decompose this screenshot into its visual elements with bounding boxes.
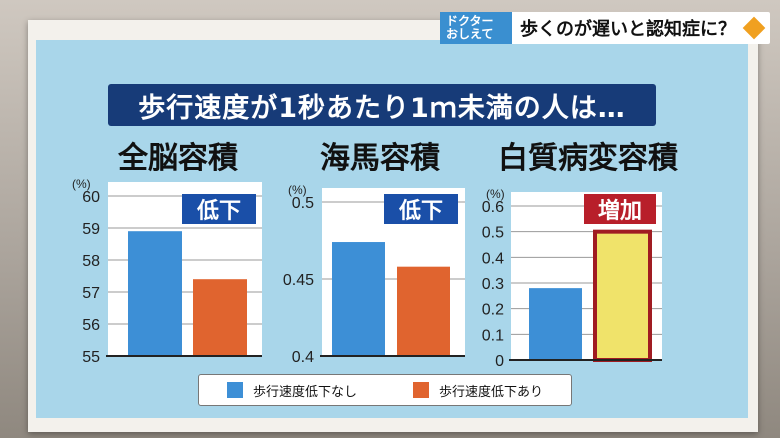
tick-label-2-3: 0.3 [482, 276, 504, 293]
tick-label-2-6: 0.6 [482, 199, 504, 216]
bar-0-decline [193, 279, 247, 356]
corner-logo-bottom: おしえて [446, 27, 494, 41]
corner-logo: ドクター おしえて [440, 12, 512, 44]
tick-label-1-0: 0.4 [292, 349, 314, 366]
legend-label-no-decline: 歩行速度低下なし [252, 384, 357, 400]
corner-logo-top: ドクター [446, 14, 494, 28]
tick-label-0-3: 58 [82, 253, 100, 270]
tick-label-2-0: 0 [495, 353, 504, 370]
legend-label-decline: 歩行速度低下あり [438, 384, 543, 400]
panel-title-white-matter: 白質病変容積 [498, 141, 678, 176]
badge-hippocampus: 低下 [384, 194, 458, 224]
tick-label-2-2: 0.2 [482, 302, 504, 319]
tick-label-0-1: 56 [82, 317, 100, 334]
tick-label-2-1: 0.1 [482, 327, 504, 344]
unit-label-1: (%) [288, 183, 307, 197]
bar-2-decline [593, 229, 652, 362]
panel-title-hippocampus: 海馬容積 [320, 141, 440, 176]
legend-swatch-no-decline [226, 382, 243, 398]
badge-white-matter: 増加 [584, 194, 656, 224]
bar-1-no-decline [332, 242, 385, 356]
legend-item-decline: 歩行速度低下あり [412, 381, 543, 400]
legend-swatch-decline [412, 382, 429, 398]
tick-label-2-5: 0.5 [482, 225, 504, 242]
tick-label-1-2: 0.5 [292, 195, 314, 212]
tick-label-1-1: 0.45 [283, 272, 314, 289]
panel-title-whole-brain: 全脳容積 [118, 141, 238, 176]
tick-label-0-0: 55 [82, 349, 100, 366]
tick-label-0-4: 59 [82, 221, 100, 238]
tick-label-0-5: 60 [82, 189, 100, 206]
tick-label-0-2: 57 [82, 285, 100, 302]
tick-label-2-4: 0.4 [482, 250, 504, 267]
corner-banner: ドクター おしえて 歩くのが遅いと認知症に？ [440, 12, 770, 44]
badge-whole-brain: 低下 [182, 194, 256, 224]
unit-label-0: (%) [72, 177, 91, 191]
bar-2-no-decline [529, 288, 582, 360]
unit-label-2: (%) [486, 187, 505, 201]
legend-item-no-decline: 歩行速度低下なし [226, 381, 357, 400]
headline: 歩行速度が1秒あたり1ｍ未満の人は… [108, 84, 656, 126]
bar-1-decline [397, 266, 450, 356]
bar-0-no-decline [128, 231, 182, 356]
legend: 歩行速度低下なし 歩行速度低下あり [198, 374, 572, 406]
corner-title: 歩くのが遅いと認知症に？ [520, 19, 736, 40]
